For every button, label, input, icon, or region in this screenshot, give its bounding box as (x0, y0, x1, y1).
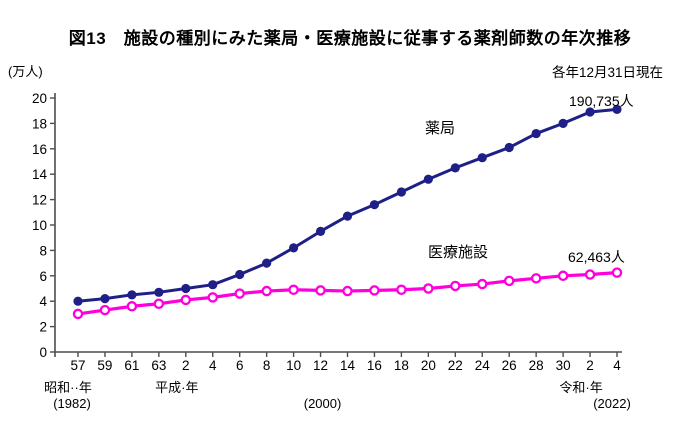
series-0-marker (289, 243, 299, 253)
series-1-marker (530, 273, 542, 284)
x-tick-label: 57 (70, 358, 85, 373)
series-0-marker (127, 290, 137, 300)
series-1-marker (450, 280, 461, 292)
series-0-marker (585, 107, 595, 117)
x-tick-label: 4 (209, 358, 217, 373)
x-tick-label: 14 (340, 358, 356, 373)
series-0-marker (423, 174, 433, 184)
x-era-label: (2000) (304, 396, 342, 411)
x-tick-label: 2 (586, 358, 594, 373)
series-0-marker (369, 200, 380, 210)
series-0-marker (342, 211, 353, 221)
x-tick-label: 4 (613, 358, 621, 373)
series-1-marker (584, 269, 596, 280)
series-1-marker (261, 285, 272, 297)
series-1-marker (503, 275, 515, 287)
series-1-marker (288, 284, 299, 296)
x-tick-label: 59 (97, 358, 112, 373)
series-0-marker (612, 104, 622, 115)
series-1-marker (557, 270, 569, 282)
series-0-marker (208, 280, 218, 290)
x-tick-label: 2 (182, 358, 190, 373)
y-tick-label: 20 (32, 91, 47, 106)
x-tick-label: 63 (151, 358, 166, 373)
y-tick-label: 4 (39, 294, 47, 309)
y-tick-label: 2 (39, 320, 47, 335)
series-1-marker (476, 278, 488, 290)
y-tick-label: 16 (32, 142, 47, 157)
x-tick-label: 22 (448, 358, 463, 373)
chart-title: 図13 施設の種別にみた薬局・医療施設に従事する薬剤師数の年次推移 (68, 29, 632, 48)
series-1-marker (342, 285, 353, 297)
x-tick-label: 61 (124, 358, 139, 373)
y-tick-label: 12 (32, 193, 47, 208)
y-tick-label: 14 (32, 167, 48, 182)
series-1-marker (611, 267, 623, 278)
x-tick-label: 18 (394, 358, 409, 373)
series-0-marker (531, 128, 541, 139)
x-era-label: (1982) (53, 396, 91, 411)
series-0-marker (558, 118, 568, 128)
x-tick-label: 30 (556, 358, 571, 373)
y-tick-label: 10 (32, 218, 47, 233)
x-tick-label: 8 (263, 358, 271, 373)
x-tick-label: 10 (286, 358, 301, 373)
series-1-marker (180, 294, 192, 306)
series-0-marker (181, 283, 191, 294)
x-tick-label: 24 (475, 358, 491, 373)
series-1-marker (99, 304, 111, 316)
series-0-marker (262, 258, 272, 268)
x-era-label: (2022) (593, 396, 631, 411)
series-0-marker (235, 269, 245, 280)
series-1-marker (315, 285, 326, 296)
series-0-marker (477, 153, 487, 163)
series-1-marker (369, 285, 380, 296)
x-tick-label: 12 (313, 358, 328, 373)
series-1-marker (126, 301, 138, 312)
series-0-marker (100, 294, 110, 304)
x-tick-label: 26 (502, 358, 517, 373)
x-tick-label: 28 (529, 358, 544, 373)
series-label-medical-facility: 医療施設 (427, 244, 489, 261)
y-tick-label: 8 (39, 243, 47, 258)
x-era-label: 昭和··年 (44, 380, 92, 395)
series-0-marker (450, 163, 460, 173)
series-line-0 (76, 107, 619, 303)
series-0-marker (73, 296, 83, 306)
x-era-label: 令和·年 (559, 380, 602, 395)
series-0-marker (396, 187, 406, 197)
series-1-marker (423, 283, 434, 294)
y-tick-label: 0 (39, 345, 47, 360)
end-value-annotation-medical-facility: 62,463人 (568, 249, 625, 265)
series-0-marker (154, 287, 164, 297)
series-1-marker (234, 288, 245, 299)
x-era-label: 平成·年 (155, 380, 198, 395)
x-tick-label: 6 (236, 358, 244, 373)
y-tick-label: 18 (32, 116, 47, 131)
y-axis-unit-label: (万人) (8, 64, 43, 79)
series-0-marker (315, 226, 326, 236)
end-value-annotation-pharmacy: 190,735人 (569, 93, 634, 109)
series-label-pharmacy: 薬局 (424, 120, 456, 137)
series-1-marker (396, 284, 407, 296)
series-1-marker (72, 308, 84, 320)
series-1-marker (207, 292, 218, 303)
x-tick-label: 16 (367, 358, 382, 373)
series-1-marker (153, 298, 165, 309)
y-tick-label: 6 (39, 269, 47, 284)
x-tick-label: 20 (421, 358, 436, 373)
series-0-marker (504, 142, 514, 153)
as-of-date-note: 各年12月31日現在 (551, 65, 663, 80)
